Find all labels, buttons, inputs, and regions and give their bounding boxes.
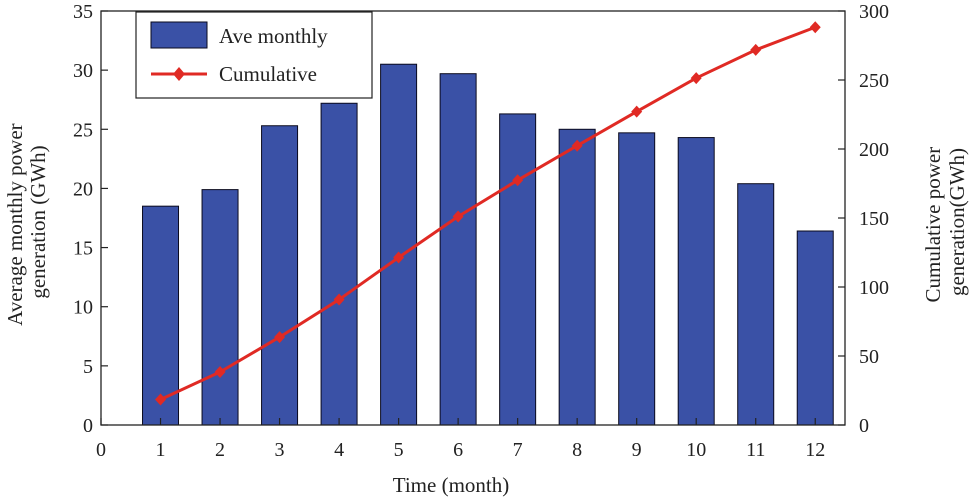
bar [618, 132, 656, 426]
bar [142, 205, 180, 426]
bar-series [142, 63, 834, 426]
y-right-tick-label: 200 [859, 139, 889, 161]
x-axis: 0 1 2 3 4 5 6 7 8 9 10 11 12 [96, 418, 825, 461]
line-point [333, 293, 345, 306]
bar [201, 189, 239, 426]
y-left-tick-label: 35 [73, 1, 93, 23]
y-left-tick-label: 20 [73, 178, 93, 200]
y-right-tick-label: 100 [859, 277, 889, 299]
y-right-title-line-2: generation(GWh) [945, 148, 969, 296]
x-tick-label: 10 [686, 439, 706, 461]
y-right-axis-title: Cumulative power generation(GWh) [921, 142, 969, 303]
y-left-tick-label: 10 [73, 297, 93, 319]
bar [558, 128, 596, 426]
bar [737, 183, 775, 426]
x-tick-label: 7 [513, 439, 523, 461]
legend-label-line: Cumulative [219, 62, 317, 86]
y-axis-right: 0 50 100 150 200 250 300 [838, 1, 889, 437]
y-left-tick-label: 25 [73, 119, 93, 141]
line-point [571, 139, 583, 152]
y-left-tick-label: 0 [83, 415, 93, 437]
x-tick-label: 1 [156, 439, 166, 461]
x-tick-label: 4 [334, 439, 344, 461]
bar [677, 137, 715, 426]
line-point [155, 393, 167, 406]
x-tick-label: 12 [805, 439, 825, 461]
y-right-tick-label: 250 [859, 70, 889, 92]
bar [320, 102, 358, 426]
bar [380, 63, 418, 426]
y-right-tick-label: 150 [859, 208, 889, 230]
line-point [452, 210, 464, 223]
y-axis-left: 0 5 10 15 20 25 30 35 [73, 1, 108, 437]
y-left-title-line-2: generation (GWh) [26, 145, 50, 298]
y-left-tick-label: 15 [73, 238, 93, 260]
y-right-tick-label: 50 [859, 346, 879, 368]
y-right-tick-label: 0 [859, 415, 869, 437]
bar [261, 125, 299, 426]
bar [796, 230, 834, 426]
legend-label-bar: Ave monthly [219, 24, 328, 48]
line-point [512, 174, 524, 187]
x-tick-label: 11 [746, 439, 765, 461]
bar [499, 113, 537, 426]
y-left-title-line-1: Average monthly power [3, 123, 27, 326]
x-tick-label: 9 [632, 439, 642, 461]
line-point [274, 331, 286, 344]
line-point [690, 72, 702, 85]
y-left-tick-label: 30 [73, 60, 93, 82]
y-left-tick-label: 5 [83, 356, 93, 378]
x-tick-label: 5 [394, 439, 404, 461]
line-point [809, 21, 821, 34]
x-tick-label: 6 [453, 439, 463, 461]
x-tick-label: 0 [96, 439, 106, 461]
y-right-tick-label: 300 [859, 1, 889, 23]
x-tick-label: 8 [572, 439, 582, 461]
x-tick-label: 2 [215, 439, 225, 461]
legend-line-marker [173, 67, 185, 81]
x-tick-label: 3 [275, 439, 285, 461]
legend-bar-swatch [150, 21, 208, 49]
y-right-title-line-1: Cumulative power [921, 147, 945, 303]
line-series [155, 21, 821, 406]
x-axis-title: Time (month) [393, 473, 509, 497]
line-point [750, 43, 762, 56]
legend: Ave monthly Cumulative [135, 11, 373, 99]
line-point [214, 366, 226, 379]
cumulative-line [159, 25, 816, 401]
line-point [393, 251, 405, 264]
line-point [631, 105, 643, 118]
y-left-axis-title: Average monthly power generation (GWh) [3, 118, 50, 326]
bar [439, 73, 477, 426]
